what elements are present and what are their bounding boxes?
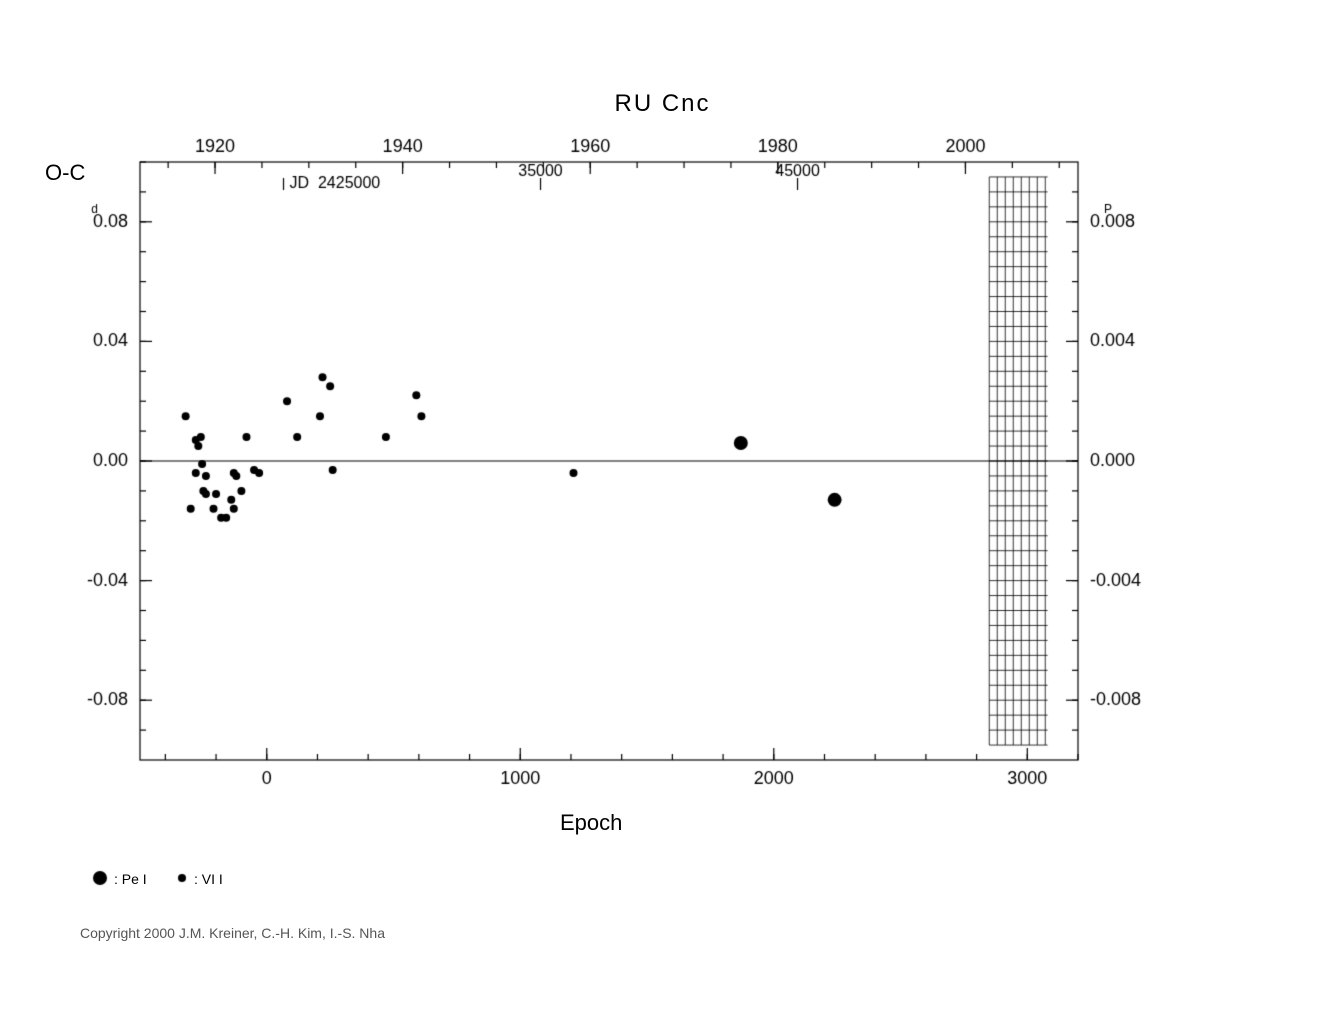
x-bottom-axis-label: Epoch bbox=[560, 810, 622, 836]
chart-container: RU Cnc O-C Epoch : Pe I : VI I Copyright… bbox=[0, 0, 1325, 1020]
y-left-axis-label: O-C bbox=[45, 160, 85, 186]
copyright-text: Copyright 2000 J.M. Kreiner, C.-H. Kim, … bbox=[80, 925, 385, 941]
oc-scatter-plot bbox=[0, 0, 1325, 1020]
legend-vis-label: : VI I bbox=[194, 871, 223, 887]
chart-title: RU Cnc bbox=[0, 90, 1325, 118]
legend-pe-label: : Pe I bbox=[114, 871, 147, 887]
